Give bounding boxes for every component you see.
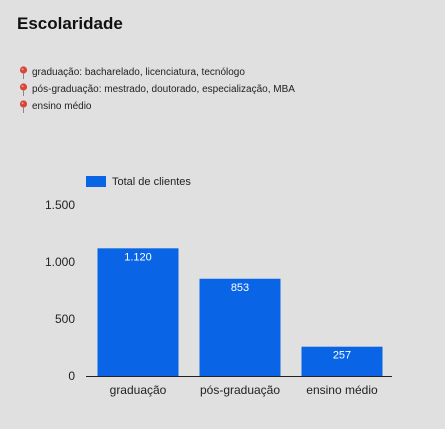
note-text: ensino médio (32, 101, 92, 112)
bar (97, 248, 179, 376)
note-text: graduação: bacharelado, licenciatura, te… (32, 67, 245, 78)
notes-list: graduação: bacharelado, licenciatura, te… (19, 64, 295, 115)
legend-label: Total de clientes (112, 176, 191, 188)
x-tick-label: ensino médio (306, 383, 378, 397)
bar (199, 278, 281, 376)
y-tick-label: 0 (68, 369, 75, 383)
y-tick-label: 1.500 (45, 198, 75, 212)
map-pin-icon (19, 99, 28, 114)
bar-value-label: 257 (333, 350, 351, 362)
y-tick-label: 1.000 (45, 255, 75, 269)
bar (301, 346, 383, 376)
map-pin-icon (19, 82, 28, 97)
y-tick-label: 500 (55, 312, 75, 326)
note-item: graduação: bacharelado, licenciatura, te… (19, 64, 295, 81)
x-tick-label: graduação (110, 383, 167, 397)
note-text: pós-graduação: mestrado, doutorado, espe… (32, 84, 295, 95)
x-tick-label: pós-graduação (200, 383, 280, 397)
note-item: pós-graduação: mestrado, doutorado, espe… (19, 81, 295, 98)
legend-swatch (86, 176, 106, 187)
chart-title: Escolaridade (17, 14, 123, 33)
bar-value-label: 1.120 (124, 251, 152, 263)
note-item: ensino médio (19, 98, 295, 115)
bar-value-label: 853 (231, 282, 249, 294)
map-pin-icon (19, 65, 28, 80)
